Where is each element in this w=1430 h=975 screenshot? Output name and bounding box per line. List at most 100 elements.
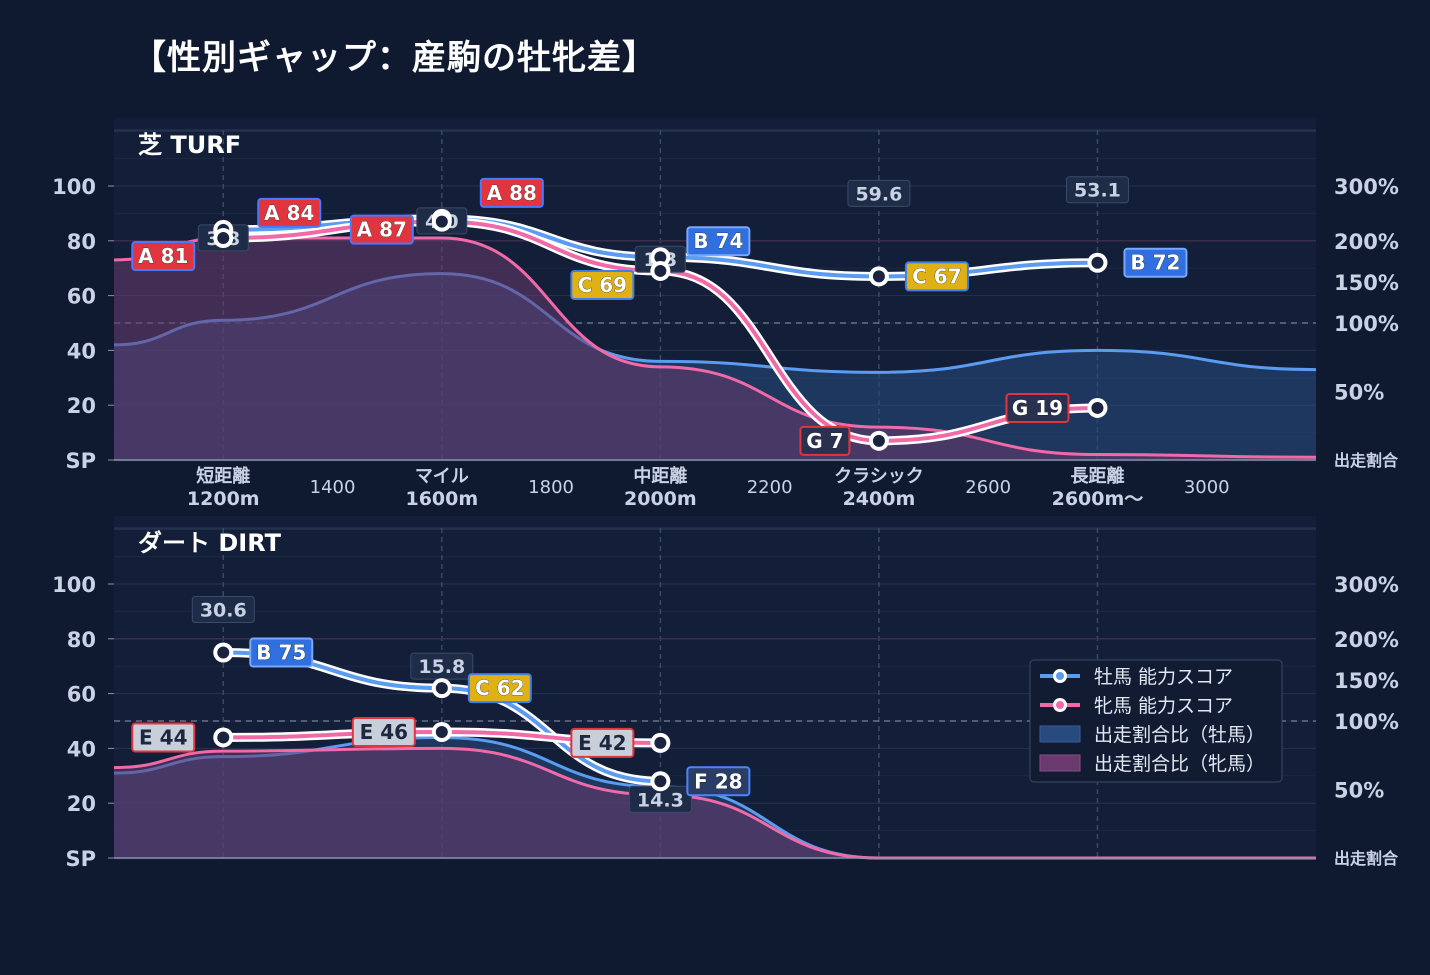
grade-badge-label: A 88 xyxy=(487,181,537,205)
legend-label: 出走割合比（牡馬） xyxy=(1094,724,1265,746)
chart-title: 【性別ギャップ：産駒の牡牝差】 xyxy=(132,38,657,78)
grade-badge-label: F 28 xyxy=(694,769,742,793)
grade-badge: A 81 xyxy=(131,241,196,272)
y2-tick-label: 150% xyxy=(1334,669,1399,693)
y2-tick-label: 50% xyxy=(1334,381,1384,405)
legend-marker-center xyxy=(1056,672,1064,680)
ratio-label: 15.8 xyxy=(410,652,474,680)
ratio-label: 14.3 xyxy=(628,785,692,813)
y2-tick-label: 300% xyxy=(1334,175,1399,199)
legend-label: 出走割合比（牝馬） xyxy=(1094,753,1265,775)
panel-1: ダート DIRT SP 20 40 60 80 100 100% 200% 300% 50% 150%… xyxy=(52,516,1399,871)
male-score-point-center xyxy=(435,682,448,695)
legend-label: 牝馬 能力スコア xyxy=(1094,695,1233,717)
grade-badge: B 74 xyxy=(686,226,751,257)
panel-title: ダート DIRT xyxy=(138,529,282,557)
male-score-point-center xyxy=(1091,256,1104,269)
x-tick-label: 1200m xyxy=(187,488,260,510)
grade-badge-box xyxy=(1005,392,1070,423)
grade-badge-label: A 87 xyxy=(357,218,407,242)
grade-badge-label: C 67 xyxy=(912,264,961,288)
ratio-label-box xyxy=(1065,176,1129,204)
x-tick-label: 2400m xyxy=(843,488,916,510)
ratio-female-area xyxy=(114,238,1316,460)
grade-badge-box xyxy=(686,766,751,797)
x-tick-label: マイル xyxy=(415,466,469,487)
y2-tick-label: 100% xyxy=(1334,710,1399,734)
x-tick-label: クラシック xyxy=(834,466,924,487)
legend-label: 牡馬 能力スコア xyxy=(1094,666,1233,688)
y2-tick-label: 100% xyxy=(1334,312,1399,336)
ratio-label: 59.6 xyxy=(847,179,911,207)
grade-badge: E 46 xyxy=(351,716,416,747)
y-tick-label: 20 xyxy=(67,792,96,816)
grade-badge-label: B 72 xyxy=(1130,251,1180,275)
female-score-point-center xyxy=(435,215,448,228)
y-tick-label: 100 xyxy=(52,573,96,597)
y2-tick-label: 200% xyxy=(1334,230,1399,254)
grade-badge-box xyxy=(686,226,751,257)
grade-badge: C 62 xyxy=(467,673,532,704)
ratio-label-text: 53.1 xyxy=(1074,180,1121,202)
grade-badge-label: E 46 xyxy=(360,720,408,744)
male-score-point-center xyxy=(654,775,667,788)
ratio-label: 53.1 xyxy=(1065,176,1129,204)
ratio-label-box xyxy=(191,596,255,623)
male-score-point-center xyxy=(654,251,667,264)
grade-badge: A 88 xyxy=(479,177,544,208)
y-tick-label: 40 xyxy=(67,339,96,363)
female-score-point-center xyxy=(435,725,448,738)
ratio-label-text: 59.6 xyxy=(855,183,902,205)
grade-badge-box xyxy=(131,241,196,272)
panel-title: 芝 TURF xyxy=(138,131,241,159)
y-tick-label: 60 xyxy=(67,285,96,309)
female-score-point-center xyxy=(872,434,885,447)
y2-tick-label: 150% xyxy=(1334,271,1399,295)
grade-badge-label: B 74 xyxy=(693,229,743,253)
legend-marker-center xyxy=(1056,701,1064,709)
grade-badge: B 75 xyxy=(249,637,314,668)
y-tick-label: SP xyxy=(65,449,96,473)
grade-badge-label: G 7 xyxy=(806,429,843,453)
grade-badge-label: A 81 xyxy=(138,244,188,268)
y2-axis-label: 出走割合 xyxy=(1334,451,1399,470)
grade-badge-label: B 75 xyxy=(256,641,306,665)
ratio-label-box xyxy=(847,179,911,207)
x-minor-tick-label: 3000 xyxy=(1184,477,1230,498)
ratio-label: 30.6 xyxy=(191,596,255,623)
grade-badge: F 28 xyxy=(686,766,751,797)
male-score-point-center xyxy=(217,646,230,659)
y2-axis-label: 出走割合 xyxy=(1334,849,1399,868)
x-tick-label: 1600m xyxy=(405,488,478,510)
y2-tick-label: 300% xyxy=(1334,573,1399,597)
grade-badge-box xyxy=(904,261,969,292)
y2-tick-label: 200% xyxy=(1334,628,1399,652)
y-tick-label: 60 xyxy=(67,683,96,707)
x-tick-label: 長距離 xyxy=(1070,465,1124,487)
x-tick-label: 2000m xyxy=(624,488,697,510)
x-minor-tick-label: 2200 xyxy=(747,477,793,498)
y-tick-label: 20 xyxy=(67,394,96,418)
ratio-label-text: 14.3 xyxy=(637,789,684,811)
grade-badge-label: G 19 xyxy=(1012,396,1063,420)
grade-badge-label: C 69 xyxy=(578,273,627,297)
legend-box xyxy=(1029,659,1283,783)
grade-badge-box xyxy=(249,637,314,668)
grade-badge-box xyxy=(351,716,416,747)
legend-area-swatch xyxy=(1039,754,1081,772)
grade-badge-box xyxy=(257,197,322,228)
x-minor-tick-label: 2600 xyxy=(965,477,1011,498)
grade-badge: C 67 xyxy=(904,261,969,292)
grade-badge-box xyxy=(131,722,196,753)
female-score-point-center xyxy=(654,736,667,749)
female-score-point-center xyxy=(654,264,667,277)
x-minor-tick-label: 1800 xyxy=(528,477,574,498)
grade-badge: G 19 xyxy=(1005,392,1070,423)
grade-badge: G 7 xyxy=(799,425,851,456)
female-score-point-center xyxy=(217,232,230,245)
male-score-point-center xyxy=(872,270,885,283)
grade-badge-label: C 62 xyxy=(475,676,524,700)
grade-badge-label: A 84 xyxy=(264,201,314,225)
grade-badge-box xyxy=(799,425,851,456)
